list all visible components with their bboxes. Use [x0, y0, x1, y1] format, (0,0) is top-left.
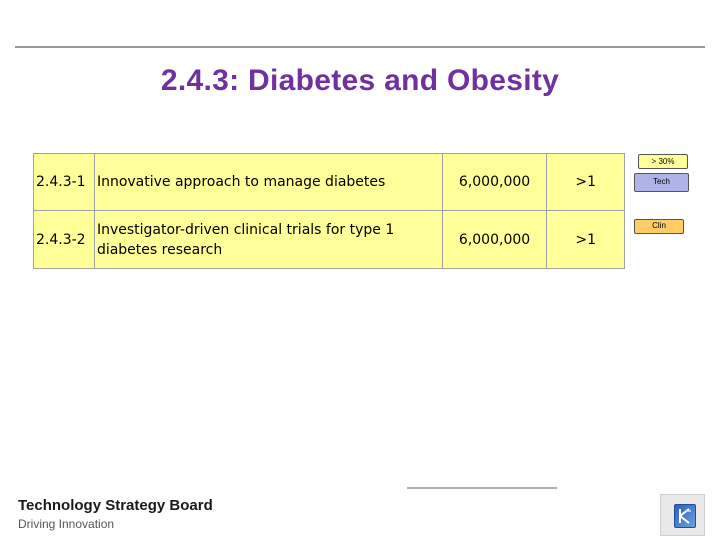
footer-tagline: Driving Innovation [18, 517, 115, 531]
project-code: 2.4.3-1 [33, 153, 95, 211]
footer-org-name: Technology Strategy Board [18, 497, 213, 514]
table-row: 2.4.3-1 Innovative approach to manage di… [33, 153, 625, 211]
project-code: 2.4.3-2 [33, 210, 95, 269]
page-title: 2.4.3: Diabetes and Obesity [160, 64, 560, 97]
tsb-logo-icon [660, 494, 705, 536]
project-ratio: >1 [546, 210, 625, 269]
projects-table: 2.4.3-1 Innovative approach to manage di… [33, 153, 625, 269]
project-amount: 6,000,000 [441, 210, 548, 269]
header-divider [15, 46, 705, 48]
project-description: Investigator-driven clinical trials for … [93, 210, 443, 269]
footer-divider [407, 487, 557, 489]
percent-tag: > 30% [638, 154, 688, 169]
tech-tag: Tech [634, 173, 689, 192]
clin-tag: Clin [634, 219, 684, 234]
project-description: Innovative approach to manage diabetes [93, 153, 443, 211]
project-amount: 6,000,000 [441, 153, 548, 211]
logo-mark [674, 504, 696, 528]
table-row: 2.4.3-2 Investigator-driven clinical tri… [33, 210, 625, 269]
logo-glyph [679, 508, 691, 524]
project-ratio: >1 [546, 153, 625, 211]
